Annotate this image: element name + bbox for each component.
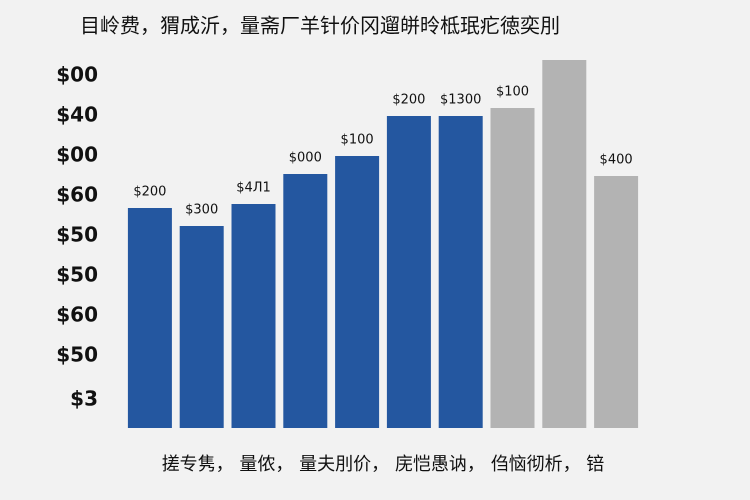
bar — [594, 176, 639, 428]
bar-label: $4Л1 — [236, 181, 271, 196]
chart-title: 目岭费，猬成沂，量斋厂羊针价冈遛皏昤柢珉疕徳奕刖 — [80, 14, 560, 38]
bar — [179, 226, 224, 428]
bar-label: $200 — [133, 185, 166, 200]
bar — [542, 60, 587, 428]
y-tick-label: $50 — [56, 223, 98, 247]
y-tick-label: $00 — [56, 63, 98, 87]
y-tick-label: $60 — [56, 183, 98, 207]
bar-label: $300 — [185, 203, 218, 218]
bar-label: $200 — [392, 93, 425, 108]
bar — [335, 156, 380, 428]
y-tick-label: $40 — [56, 103, 98, 127]
bar-label: $400 — [600, 153, 633, 168]
bar — [283, 174, 328, 428]
y-tick-label: $50 — [56, 263, 98, 287]
bar-label: $1300 — [440, 93, 481, 108]
y-tick-label: $3 — [70, 387, 98, 411]
bar — [231, 204, 276, 428]
bar-label: $100 — [341, 133, 374, 148]
x-axis-label: 搓专隽， 量侬， 量夫刖价， 庑恺愚讷， 㑇恼彻析， 锫 — [162, 454, 605, 475]
y-tick-label: $60 — [56, 303, 98, 327]
bar — [438, 116, 483, 428]
bar-label: $100 — [496, 85, 529, 100]
bar — [127, 208, 172, 428]
bar-label: $000 — [289, 151, 322, 166]
y-tick-label: $50 — [56, 343, 98, 367]
bar — [386, 116, 431, 428]
bar — [490, 108, 535, 428]
y-tick-label: $00 — [56, 143, 98, 167]
